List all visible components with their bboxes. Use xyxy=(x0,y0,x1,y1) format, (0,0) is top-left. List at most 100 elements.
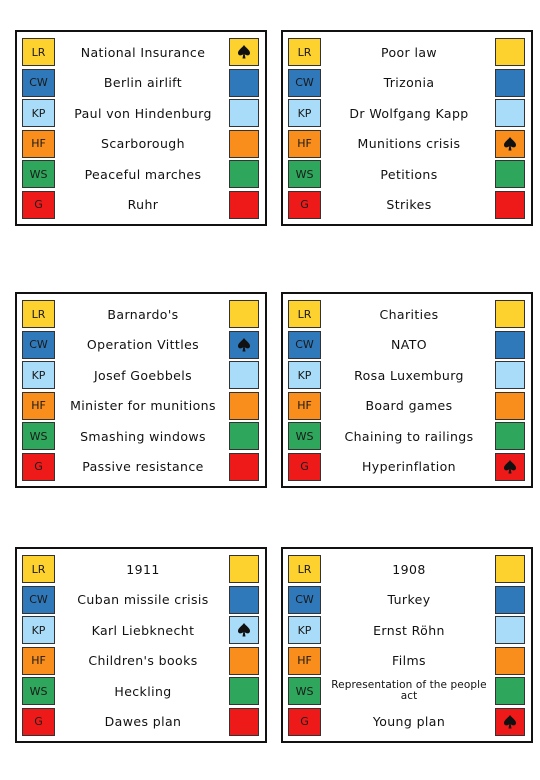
item-text: National Insurance xyxy=(80,44,206,60)
item-text: Berlin airlift xyxy=(103,75,183,90)
color-square xyxy=(229,422,259,450)
category-label: HF xyxy=(22,129,55,158)
category-label: CW xyxy=(22,585,55,614)
item-text: 1908 xyxy=(392,561,426,577)
item-text: Operation Vittles xyxy=(86,337,200,352)
spade-icon xyxy=(238,623,250,637)
color-square xyxy=(229,646,259,675)
item-text: NATO xyxy=(390,337,427,352)
category-label: G xyxy=(288,452,321,481)
category-label: WS xyxy=(288,422,321,450)
category-label: CW xyxy=(288,68,321,97)
category-label: LR xyxy=(22,38,55,66)
color-square xyxy=(495,616,525,644)
color-square xyxy=(495,646,525,675)
category-label: G xyxy=(288,707,321,736)
color-square xyxy=(229,585,259,614)
color-square xyxy=(495,190,525,219)
category-label: LR xyxy=(288,555,321,583)
category-label: HF xyxy=(288,129,321,158)
color-square xyxy=(495,38,525,66)
item-text: Poor law xyxy=(380,44,438,60)
item-text: Minister for munitions xyxy=(70,398,216,413)
color-square xyxy=(229,300,259,328)
color-square xyxy=(229,330,259,359)
item-text: Munitions crisis xyxy=(357,136,461,151)
color-square xyxy=(495,330,525,359)
category-label: WS xyxy=(22,160,55,188)
category-label: CW xyxy=(22,330,55,359)
color-square xyxy=(229,707,259,736)
color-square xyxy=(495,391,525,420)
item-text: Ruhr xyxy=(127,197,159,212)
color-square xyxy=(229,99,259,127)
category-label: LR xyxy=(22,555,55,583)
item-text: Films xyxy=(392,653,426,668)
item-text: Scarborough xyxy=(101,136,185,151)
item-text: Josef Goebbels xyxy=(93,367,193,383)
item-text: Paul von Hindenburg xyxy=(74,105,212,121)
category-label: WS xyxy=(288,160,321,188)
item-text: Smashing windows xyxy=(80,428,206,444)
item-text: Passive resistance xyxy=(82,459,204,474)
item-text: Charities xyxy=(379,306,439,322)
category-label: G xyxy=(288,190,321,219)
color-square xyxy=(229,190,259,219)
item-text: Children's books xyxy=(88,653,198,668)
color-square xyxy=(495,68,525,97)
category-label: KP xyxy=(288,616,321,644)
color-square xyxy=(495,452,525,481)
category-label: HF xyxy=(22,646,55,675)
spade-icon xyxy=(238,45,250,59)
item-text: Trizonia xyxy=(383,75,435,90)
category-label: G xyxy=(22,707,55,736)
item-text: Young plan xyxy=(372,714,446,729)
card: LR National Insurance CW Berlin airlift KP Pa… xyxy=(15,30,267,226)
item-text: Rosa Luxemburg xyxy=(354,367,464,383)
item-text: Hyperinflation xyxy=(361,459,457,474)
item-text: Karl Liebknecht xyxy=(91,622,195,638)
color-square xyxy=(229,391,259,420)
color-square xyxy=(495,361,525,389)
color-square xyxy=(495,677,525,705)
color-square xyxy=(495,585,525,614)
card: LR 1908 CW Turkey KP Ernst Röhn HF Films WS Repre… xyxy=(281,547,533,743)
color-square xyxy=(495,555,525,583)
card: LR Barnardo's CW Operation Vittles KP Josef G… xyxy=(15,292,267,488)
color-square xyxy=(229,160,259,188)
color-square xyxy=(229,677,259,705)
color-square xyxy=(495,300,525,328)
category-label: KP xyxy=(22,99,55,127)
item-text: Barnardo's xyxy=(107,306,179,322)
spade-icon xyxy=(504,136,516,150)
card: LR Charities CW NATO KP Rosa Luxemburg HF Board… xyxy=(281,292,533,488)
item-text: Chaining to railings xyxy=(344,428,474,444)
category-label: CW xyxy=(288,330,321,359)
color-square xyxy=(229,361,259,389)
item-text: Turkey xyxy=(387,592,431,607)
category-label: G xyxy=(22,452,55,481)
item-text: Dawes plan xyxy=(104,714,182,729)
category-label: WS xyxy=(22,677,55,705)
item-text: Cuban missile crisis xyxy=(77,592,209,607)
item-text: Representation of the people act xyxy=(331,679,487,702)
category-label: KP xyxy=(288,99,321,127)
color-square xyxy=(229,452,259,481)
color-square xyxy=(229,38,259,66)
category-label: WS xyxy=(22,422,55,450)
category-label: HF xyxy=(288,646,321,675)
item-text: Ernst Röhn xyxy=(373,622,445,638)
category-label: LR xyxy=(288,300,321,328)
category-label: CW xyxy=(22,68,55,97)
item-text: Peaceful marches xyxy=(84,166,202,182)
color-square xyxy=(229,68,259,97)
color-square xyxy=(495,707,525,736)
card: LR 1911 CW Cuban missile crisis KP Karl Liebk… xyxy=(15,547,267,743)
item-text: Strikes xyxy=(386,197,432,212)
category-label: CW xyxy=(288,585,321,614)
color-square xyxy=(495,129,525,158)
item-text: Board games xyxy=(365,398,453,413)
item-text: Heckling xyxy=(114,683,172,699)
color-square xyxy=(229,555,259,583)
